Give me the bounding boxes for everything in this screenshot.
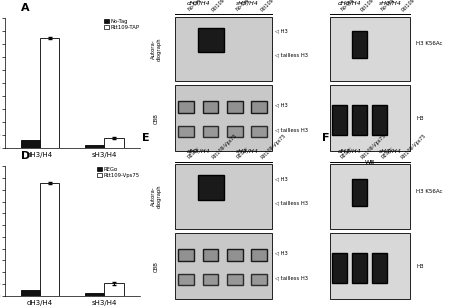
- FancyBboxPatch shape: [202, 274, 219, 285]
- FancyBboxPatch shape: [202, 101, 219, 113]
- Text: REGαᴵᴵ: REGαᴵᴵ: [187, 146, 201, 160]
- Text: Rtt109-TAP: Rtt109-TAP: [260, 0, 282, 12]
- Legend: No-Tag, Rtt109-TAP: No-Tag, Rtt109-TAP: [104, 19, 139, 30]
- Text: sH3/H4: sH3/H4: [236, 148, 259, 153]
- Text: REGαᴵᴵ: REGαᴵᴵ: [340, 146, 354, 160]
- Text: Rtt109-Vps75: Rtt109-Vps75: [360, 133, 387, 160]
- Text: ◁ tailless H3: ◁ tailless H3: [275, 275, 309, 280]
- Text: ◁ H3: ◁ H3: [275, 176, 288, 181]
- FancyBboxPatch shape: [352, 105, 367, 135]
- FancyBboxPatch shape: [330, 85, 410, 151]
- Text: No-Tag: No-Tag: [380, 0, 395, 12]
- FancyBboxPatch shape: [174, 17, 272, 81]
- Text: H3 K56Ac: H3 K56Ac: [416, 41, 443, 46]
- Text: CBB: CBB: [154, 113, 159, 124]
- FancyBboxPatch shape: [251, 249, 267, 261]
- FancyBboxPatch shape: [174, 85, 272, 151]
- Text: H3: H3: [416, 116, 424, 121]
- Bar: [104, 138, 124, 148]
- Text: D: D: [21, 151, 30, 161]
- Text: H3: H3: [416, 264, 424, 269]
- Text: sH3/H4: sH3/H4: [379, 0, 402, 5]
- FancyBboxPatch shape: [178, 274, 194, 285]
- Text: REGαᴵᴵ: REGαᴵᴵ: [380, 146, 394, 160]
- FancyBboxPatch shape: [332, 105, 347, 135]
- Text: CBB: CBB: [154, 261, 159, 272]
- Text: WB: WB: [365, 160, 375, 165]
- FancyBboxPatch shape: [199, 175, 224, 200]
- Text: sH3/H4: sH3/H4: [379, 148, 402, 153]
- Text: No-Tag: No-Tag: [236, 0, 251, 12]
- Bar: [40, 38, 59, 148]
- FancyBboxPatch shape: [202, 249, 219, 261]
- Text: ◁ tailless H3: ◁ tailless H3: [275, 128, 309, 132]
- Text: Rtt109-Vps75: Rtt109-Vps75: [401, 133, 428, 160]
- Bar: [85, 145, 104, 148]
- FancyBboxPatch shape: [372, 253, 387, 282]
- FancyBboxPatch shape: [330, 17, 410, 81]
- FancyBboxPatch shape: [202, 126, 219, 137]
- Text: ◁ H3: ◁ H3: [275, 250, 288, 255]
- Text: ◁ tailless H3: ◁ tailless H3: [275, 201, 309, 205]
- Text: Rtt109-TAP: Rtt109-TAP: [360, 0, 383, 12]
- Text: REGαᴵᴵ: REGαᴵᴵ: [236, 146, 250, 160]
- Text: sH3/H4: sH3/H4: [236, 0, 259, 5]
- Text: dH3/H4: dH3/H4: [338, 148, 362, 153]
- FancyBboxPatch shape: [227, 101, 243, 113]
- FancyBboxPatch shape: [330, 233, 410, 299]
- Text: Rtt109-Vps75: Rtt109-Vps75: [211, 133, 238, 160]
- FancyBboxPatch shape: [174, 164, 272, 229]
- FancyBboxPatch shape: [178, 101, 194, 113]
- Text: dH3/H4: dH3/H4: [187, 0, 211, 5]
- Text: A: A: [21, 3, 29, 13]
- FancyBboxPatch shape: [352, 179, 367, 206]
- Text: WB: WB: [365, 307, 375, 308]
- Legend: REGα, Rtt109-Vps75: REGα, Rtt109-Vps75: [97, 167, 139, 178]
- FancyBboxPatch shape: [174, 233, 272, 299]
- FancyBboxPatch shape: [178, 249, 194, 261]
- FancyBboxPatch shape: [352, 253, 367, 282]
- FancyBboxPatch shape: [227, 249, 243, 261]
- Text: H3 K56Ac: H3 K56Ac: [416, 189, 443, 194]
- Text: ◁ H3: ◁ H3: [275, 103, 288, 107]
- Text: F: F: [322, 133, 330, 143]
- Text: Rtt109-TAP: Rtt109-TAP: [401, 0, 423, 12]
- FancyBboxPatch shape: [178, 126, 194, 137]
- Text: Autora-
diograph: Autora- diograph: [151, 37, 162, 61]
- Text: No-Tag: No-Tag: [340, 0, 355, 12]
- FancyBboxPatch shape: [330, 164, 410, 229]
- Bar: [104, 283, 124, 296]
- Bar: [40, 183, 59, 296]
- Text: Autora-
diograph: Autora- diograph: [151, 185, 162, 209]
- FancyBboxPatch shape: [251, 274, 267, 285]
- Text: Rtt109-Vps75: Rtt109-Vps75: [260, 133, 287, 160]
- FancyBboxPatch shape: [199, 27, 224, 52]
- Bar: [21, 290, 40, 296]
- Text: dH3/H4: dH3/H4: [338, 0, 362, 5]
- FancyBboxPatch shape: [227, 126, 243, 137]
- Text: ◁ tailless H3: ◁ tailless H3: [275, 53, 309, 58]
- FancyBboxPatch shape: [352, 31, 367, 59]
- Text: dH3/H4: dH3/H4: [187, 148, 211, 153]
- Text: Rtt109-TAP: Rtt109-TAP: [211, 0, 234, 12]
- Text: ◁ H3: ◁ H3: [275, 28, 288, 33]
- Text: E: E: [142, 133, 150, 143]
- FancyBboxPatch shape: [372, 105, 387, 135]
- Text: No-Tag: No-Tag: [187, 0, 202, 12]
- FancyBboxPatch shape: [332, 253, 347, 282]
- Bar: [85, 293, 104, 296]
- FancyBboxPatch shape: [227, 274, 243, 285]
- FancyBboxPatch shape: [251, 101, 267, 113]
- FancyBboxPatch shape: [251, 126, 267, 137]
- Bar: [21, 140, 40, 148]
